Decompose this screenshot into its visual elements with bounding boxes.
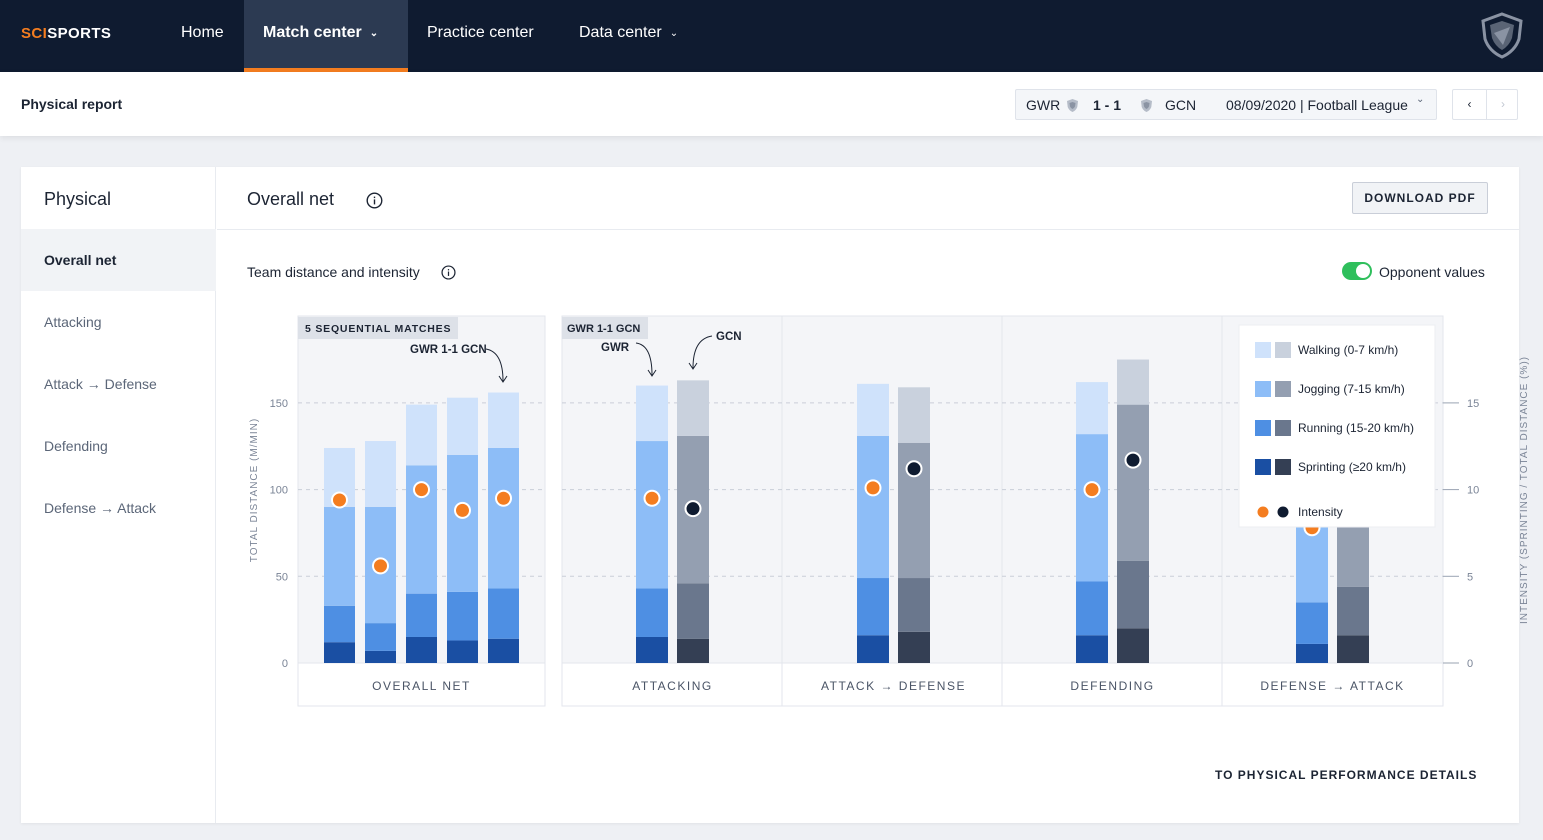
page-title: Physical report: [21, 96, 123, 112]
page-subheader: Physical report GWR 1 - 1 GCN 08/09/2020…: [0, 72, 1543, 136]
sidebar-item-attacking[interactable]: Attacking: [44, 314, 102, 330]
chevron-down-icon: ⌄: [369, 28, 379, 39]
team-badge-icon: [1067, 99, 1078, 112]
team-badge-icon: [1141, 99, 1152, 112]
physical-performance-details-link[interactable]: TO PHYSICAL PERFORMANCE DETAILS: [1215, 768, 1478, 782]
home-team-abbr: GWR: [1026, 97, 1061, 113]
nav-match-center[interactable]: Match center ⌄: [244, 0, 408, 72]
physical-sidebar: Physical Overall net Attacking Attack → …: [21, 167, 216, 823]
logo-text: SPORTS: [47, 25, 112, 42]
next-match-button[interactable]: ›: [1486, 90, 1519, 119]
toggle-knob: [1356, 264, 1370, 278]
sidebar-item-defending[interactable]: Defending: [44, 438, 108, 454]
nav-home-label: Home: [181, 24, 224, 41]
nav-data-center[interactable]: Data center ⌄: [579, 0, 678, 72]
download-pdf-button[interactable]: DOWNLOAD PDF: [1352, 182, 1488, 214]
opponent-values-toggle[interactable]: [1342, 262, 1372, 280]
chevron-down-icon: ⌄: [1416, 94, 1425, 105]
sidebar-item-overall-net[interactable]: Overall net: [21, 229, 216, 291]
nav-home[interactable]: Home: [181, 0, 224, 72]
nav-practice-center[interactable]: Practice center: [427, 0, 534, 72]
nav-data-center-label: Data center: [579, 24, 662, 41]
sidebar-item-defense-attack[interactable]: Defense → Attack: [44, 500, 157, 516]
opponent-values-label: Opponent values: [1379, 264, 1485, 280]
away-team-abbr: GCN: [1165, 97, 1197, 113]
content-header: Overall net DOWNLOAD PDF: [217, 167, 1519, 230]
info-icon[interactable]: [366, 192, 383, 209]
sidebar-title: Physical: [44, 189, 112, 209]
logo-accent-text: SCI: [21, 25, 48, 42]
match-selector[interactable]: GWR 1 - 1 GCN 08/09/2020 | Football Leag…: [1015, 89, 1437, 120]
match-score: 1 - 1: [1093, 97, 1122, 113]
content-title: Overall net: [247, 189, 335, 209]
physical-card: Physical Overall net Attacking Attack → …: [21, 167, 1519, 823]
top-navigation: SCISPORTS Home Match center ⌄ Practice ce…: [0, 0, 1543, 72]
previous-match-button[interactable]: ‹: [1467, 97, 1472, 111]
nav-match-center-label: Match center: [263, 24, 362, 41]
shield-logo-icon[interactable]: [1479, 11, 1525, 59]
nav-practice-center-label: Practice center: [427, 24, 534, 41]
sidebar-item-attack-defense[interactable]: Attack → Defense: [44, 376, 157, 392]
match-pager: ‹ ›: [1452, 89, 1518, 120]
y-axis-label-right: INTENSITY (SPRINTING / TOTAL DISTANCE (%…: [1519, 356, 1530, 624]
chevron-down-icon: ⌄: [669, 28, 679, 39]
match-meta: 08/09/2020 | Football League: [1226, 97, 1408, 113]
scisports-logo[interactable]: SCISPORTS: [21, 25, 111, 42]
chart-subtitle: Team distance and intensity: [247, 264, 420, 280]
info-icon[interactable]: [441, 265, 456, 280]
